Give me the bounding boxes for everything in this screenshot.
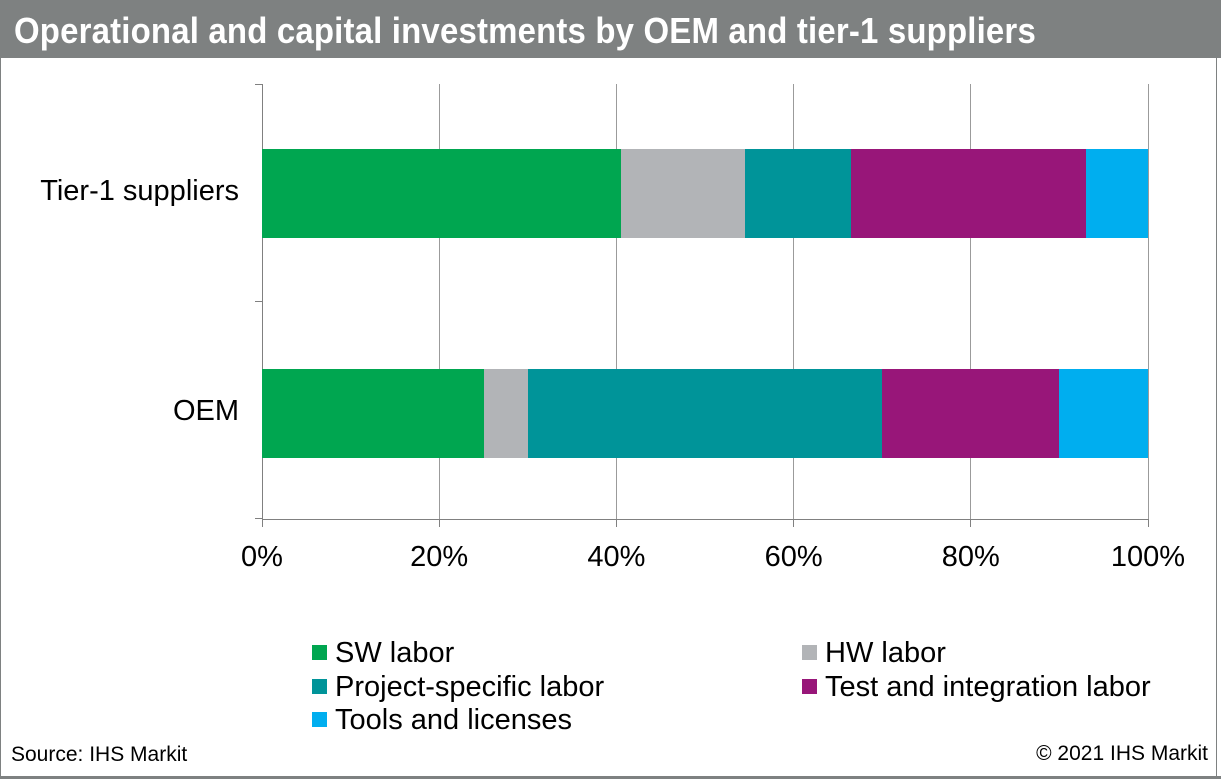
legend-swatch-hw-labor xyxy=(802,645,817,660)
legend-swatch-sw-labor xyxy=(312,645,327,660)
bar-segment-tier-1-suppliers-project-specific-labor xyxy=(744,149,852,238)
bar-segment-tier-1-suppliers-sw-labor xyxy=(262,149,621,238)
source-note: Source: IHS Markit xyxy=(11,743,188,766)
bar-segment-oem-tools-and-licenses xyxy=(1059,368,1148,458)
value-tick-60 xyxy=(793,519,795,527)
value-tick-20 xyxy=(438,519,440,527)
copyright-note: © 2021 IHS Markit xyxy=(1036,742,1208,765)
legend-swatch-test-integration-labor xyxy=(802,678,817,694)
legend-label-test-integration-labor: Test and integration labor xyxy=(825,670,1151,703)
bar-segment-tier-1-suppliers-hw-labor xyxy=(620,149,745,238)
legend-label-hw-labor: HW labor xyxy=(825,637,946,669)
bar-oem xyxy=(262,368,1148,458)
bar-segment-oem-test-and-integration-labor xyxy=(882,368,1060,458)
gridline-80 xyxy=(970,84,972,519)
gridline-20 xyxy=(438,84,440,519)
category-tick-2 xyxy=(255,518,262,519)
category-label-tier1: Tier-1 suppliers xyxy=(40,175,239,207)
title-bar: Operational and capital investments by O… xyxy=(0,0,1221,58)
bar-tier1-suppliers xyxy=(262,149,1148,238)
value-tick-40 xyxy=(615,519,617,527)
legend-swatch-project-specific-labor xyxy=(312,678,327,694)
tick-label-0: 0% xyxy=(241,541,283,573)
value-axis-line xyxy=(261,518,1149,520)
legend-label-tools-licenses: Tools and licenses xyxy=(335,704,572,736)
gridline-100 xyxy=(1147,84,1149,519)
legend-label-project-specific-labor: Project-specific labor xyxy=(335,670,605,703)
tick-label-40: 40% xyxy=(587,541,646,573)
frame-border-left xyxy=(0,58,1,776)
legend-swatch-tools-licenses xyxy=(312,712,327,727)
legend-label-sw-labor: SW labor xyxy=(335,637,455,669)
tick-label-80: 80% xyxy=(941,541,1000,573)
tick-label-20: 20% xyxy=(410,541,469,573)
frame-border-bottom xyxy=(0,776,1221,779)
value-tick-0 xyxy=(261,519,263,527)
bar-segment-oem-sw-labor xyxy=(262,368,484,458)
value-tick-80 xyxy=(970,519,972,527)
tick-label-60: 60% xyxy=(764,541,823,573)
category-label-oem: OEM xyxy=(172,395,239,427)
bar-segment-oem-hw-labor xyxy=(483,368,528,458)
chart-title: Operational and capital investments by O… xyxy=(14,10,1036,51)
gridline-60 xyxy=(793,84,795,519)
frame-border-right xyxy=(1216,58,1217,776)
bar-segment-oem-project-specific-labor xyxy=(527,368,883,458)
category-axis-line xyxy=(261,84,263,519)
bar-segment-tier-1-suppliers-test-and-integration-labor xyxy=(851,149,1086,238)
category-tick-1 xyxy=(255,300,262,302)
tick-label-100: 100% xyxy=(1110,541,1186,573)
category-tick-0 xyxy=(255,83,262,85)
value-tick-100 xyxy=(1147,519,1149,527)
gridline-40 xyxy=(615,84,617,519)
bar-segment-tier-1-suppliers-tools-and-licenses xyxy=(1085,149,1148,238)
